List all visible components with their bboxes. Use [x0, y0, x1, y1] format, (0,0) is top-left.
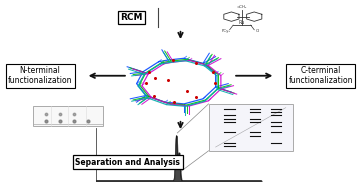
Text: Cl: Cl [256, 29, 260, 33]
Text: RCM: RCM [120, 13, 143, 22]
Bar [209, 104, 293, 151]
Text: =CH₂: =CH₂ [237, 5, 247, 9]
Text: Separation and Analysis: Separation and Analysis [75, 158, 180, 167]
Text: PCy₃: PCy₃ [222, 29, 231, 33]
Text: C-terminal
functionalization: C-terminal functionalization [289, 66, 353, 85]
Bar [33, 106, 103, 126]
Text: Ru: Ru [239, 20, 245, 25]
Text: N-terminal
functionalization: N-terminal functionalization [8, 66, 72, 85]
